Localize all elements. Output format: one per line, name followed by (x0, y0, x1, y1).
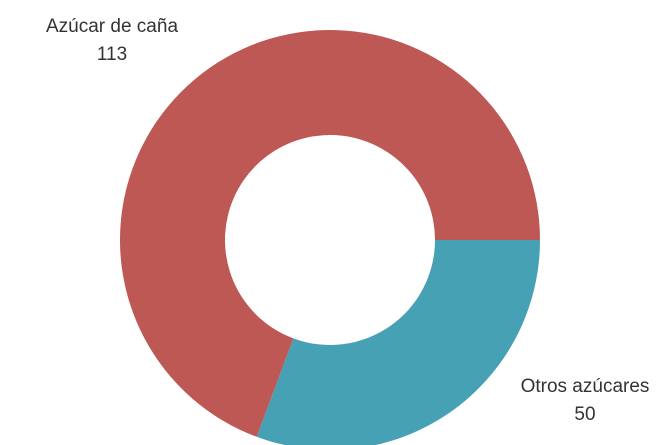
slice-value: 50 (574, 404, 595, 425)
slice-label: Otros azúcares (521, 376, 650, 397)
slice-value: 113 (97, 44, 127, 65)
donut-slice (120, 29, 540, 437)
donut-slice (256, 240, 540, 445)
slice-label: Azúcar de caña (46, 16, 178, 37)
